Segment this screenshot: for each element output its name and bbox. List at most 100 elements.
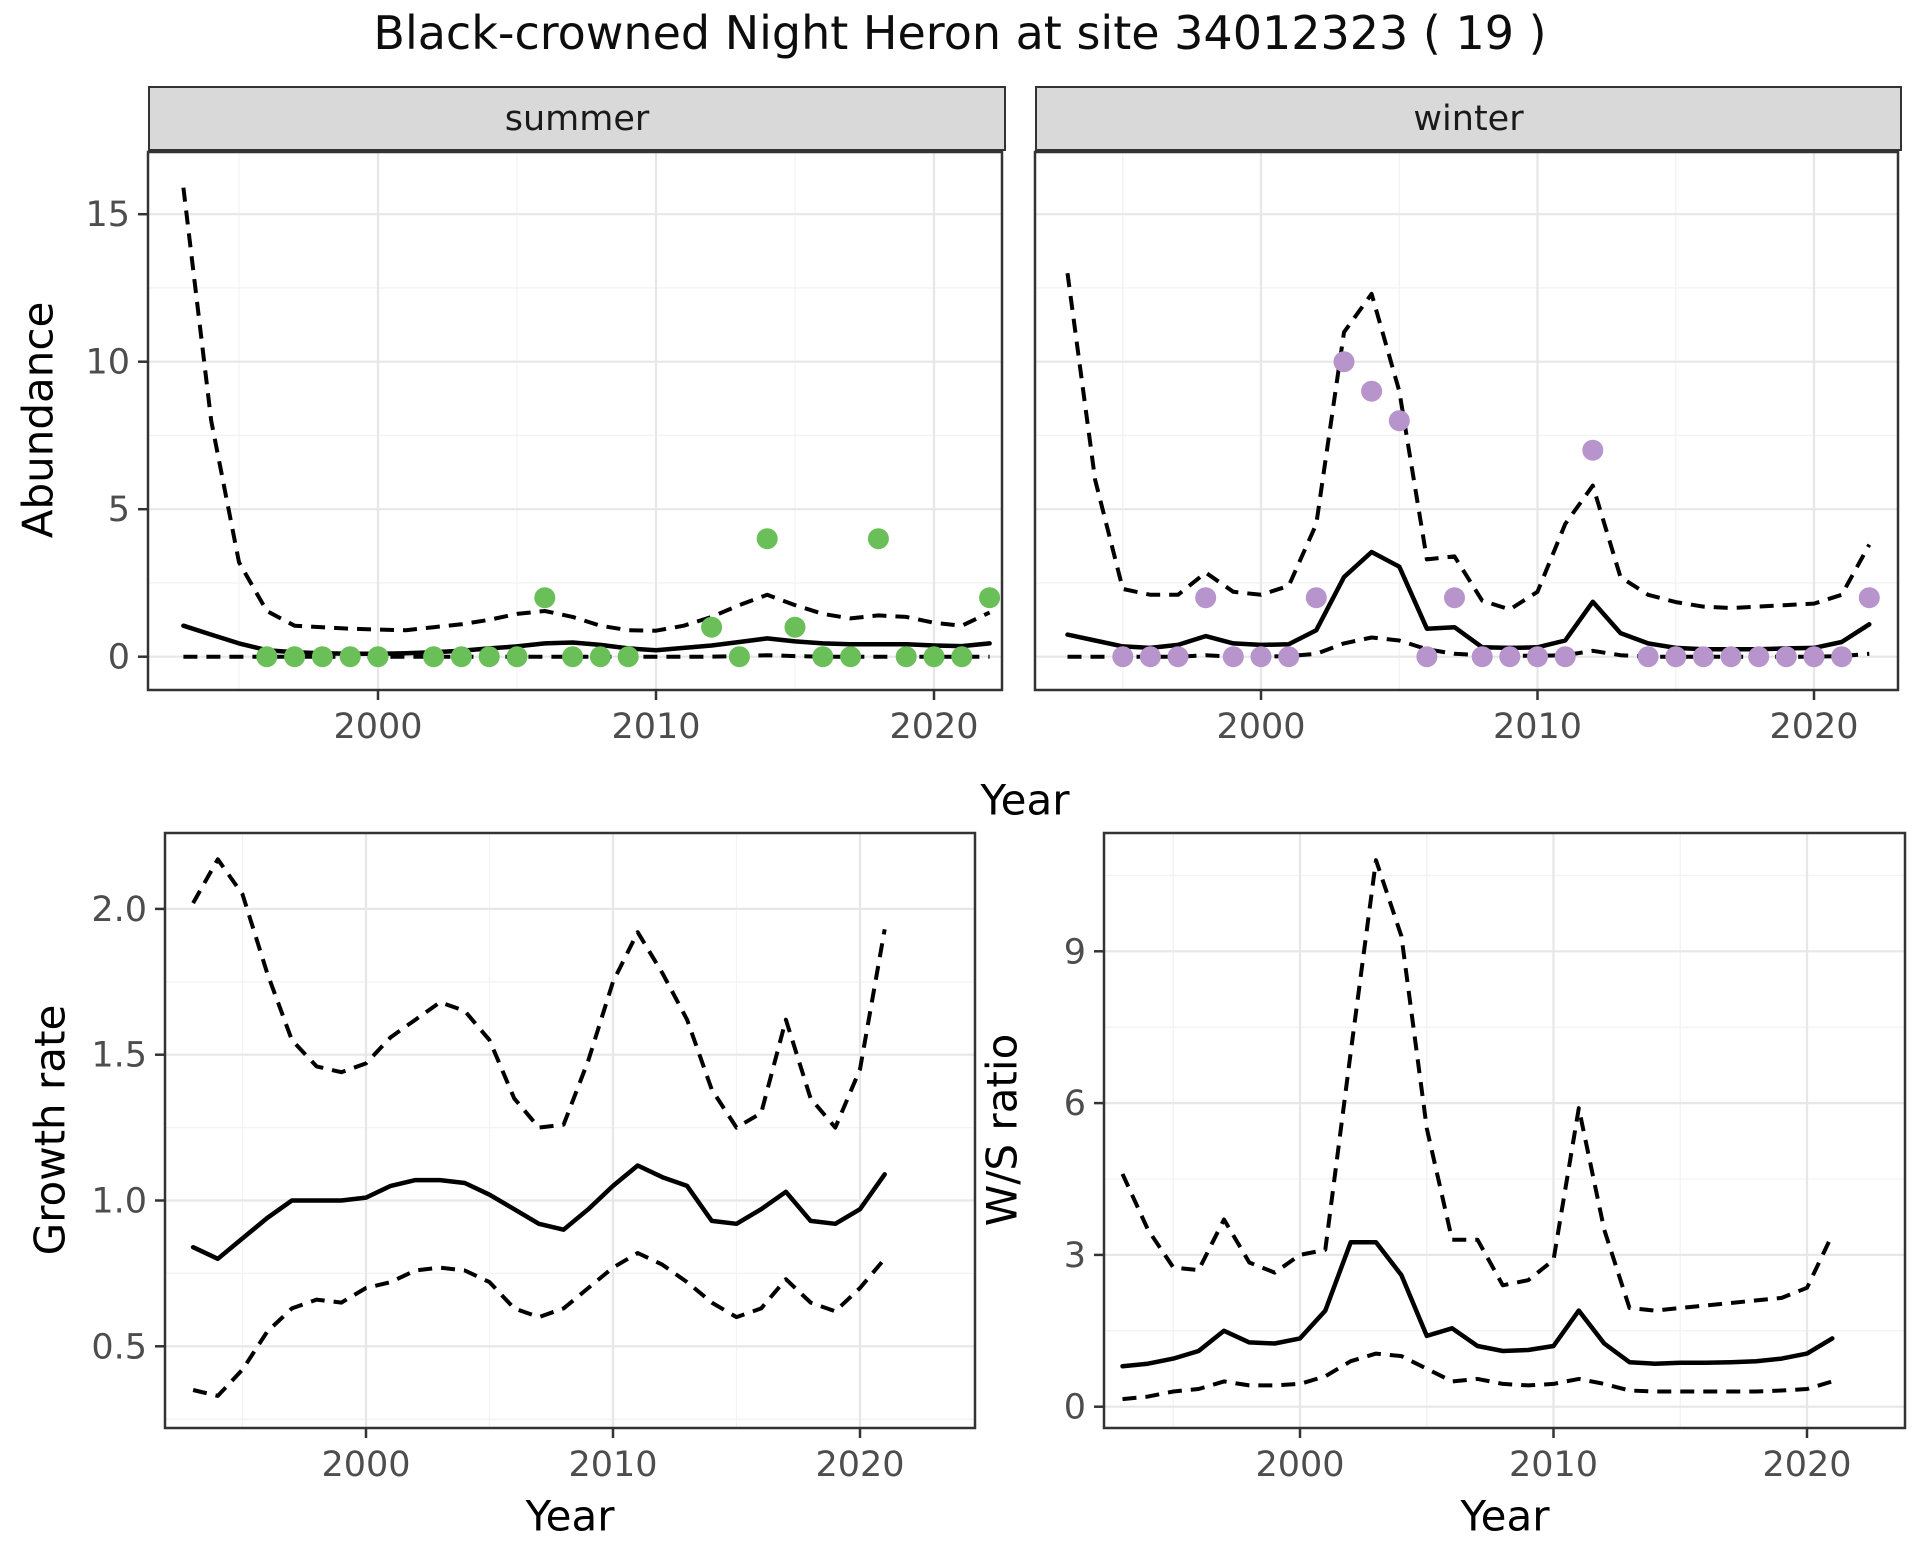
facet-strip-winter-label: winter (1413, 98, 1524, 139)
x-tick-label: 2020 (889, 707, 978, 747)
observation-point (1637, 646, 1659, 668)
observation-point (1831, 646, 1853, 668)
observation-point (867, 528, 889, 550)
observation-point (311, 646, 333, 668)
observation-point (951, 646, 973, 668)
observation-point (1554, 646, 1576, 668)
panel-border (146, 150, 1004, 692)
median-line (1120, 1240, 1835, 1369)
observation-point (367, 646, 389, 668)
panel-growth-rate: 2000 2010 2020 0.5 1.0 1.5 2.0 (91, 831, 977, 1485)
x-tick-label: 2000 (1255, 1445, 1344, 1485)
panel-ws-ratio: 2000 2010 2020 0 3 6 9 (1064, 831, 1907, 1485)
facet-strip-summer-label: summer (504, 98, 650, 139)
upper-95ci-line (1120, 858, 1835, 1313)
observation-point (1112, 646, 1134, 668)
observation-point (812, 646, 834, 668)
observation-point (701, 616, 723, 638)
observation-point (1665, 646, 1687, 668)
y-tick-label: 9 (1064, 932, 1086, 972)
observation-point (728, 646, 750, 668)
x-tick-label: 2010 (568, 1445, 657, 1485)
median-line (1065, 549, 1872, 652)
y-tick-label: 3 (1064, 1236, 1086, 1276)
panel-border (1033, 150, 1900, 692)
y-tick-label: 15 (85, 195, 130, 235)
upper-95ci-line (181, 187, 991, 633)
x-tick-label: 2000 (321, 1445, 410, 1485)
observation-point (1305, 587, 1327, 609)
y-tick-label: 1.0 (91, 1182, 147, 1222)
observation-point (589, 646, 611, 668)
observation-point (1250, 646, 1272, 668)
observation-point (1167, 646, 1189, 668)
panel-border (1102, 831, 1907, 1430)
observation-point (895, 646, 917, 668)
observation-point (1471, 646, 1493, 668)
panel-abundance-summer: 2000 2010 2020 0 5 10 15 (85, 150, 1004, 747)
y-tick-label: 0 (108, 638, 130, 678)
panel-border (163, 831, 977, 1430)
observation-point (1499, 646, 1521, 668)
facet-strip-summer: summer (148, 86, 1006, 151)
observation-point (1139, 646, 1161, 668)
y-tick-label: 0 (1064, 1388, 1086, 1428)
median-line (181, 623, 992, 657)
x-tick-label: 2010 (1509, 1445, 1598, 1485)
panel-abundance-winter: 2000 2010 2020 (1033, 150, 1900, 747)
observation-point (1527, 646, 1548, 668)
x-tick-label: 2020 (1762, 1445, 1851, 1485)
x-axis-label-year-top: Year (980, 775, 1070, 825)
observation-point (1416, 646, 1438, 668)
observation-point (1222, 646, 1244, 668)
facet-strip-winter: winter (1035, 86, 1902, 151)
y-tick-label: 5 (108, 490, 130, 530)
y-tick-label: 6 (1064, 1084, 1086, 1124)
upper-95ci-line (191, 857, 887, 1130)
observation-point (1803, 646, 1825, 668)
y-tick-label: 0.5 (91, 1327, 147, 1367)
x-tick-label: 2020 (1769, 707, 1858, 747)
chart-title: Black-crowned Night Heron at site 340123… (373, 6, 1547, 60)
x-axis-label-year-ws: Year (1460, 1491, 1550, 1541)
observation-point (506, 646, 528, 668)
observation-point (840, 646, 862, 668)
y-tick-label: 10 (85, 343, 130, 383)
lower-95ci-line (1122, 1351, 1833, 1402)
observation-point (1278, 646, 1300, 668)
observation-point (1775, 646, 1797, 668)
x-tick-label: 2010 (611, 707, 700, 747)
median-line (190, 1163, 887, 1262)
observation-point (1388, 410, 1410, 432)
observation-point (339, 646, 361, 668)
observation-point (979, 587, 1001, 609)
observation-point (450, 646, 472, 668)
y-tick-label: 1.5 (91, 1036, 147, 1076)
observation-point (617, 646, 639, 668)
observation-point (1333, 351, 1355, 373)
observation-point (923, 646, 945, 668)
observation-point (284, 646, 306, 668)
x-axis-label-year-growth: Year (525, 1491, 615, 1541)
observation-point (1361, 380, 1383, 402)
x-tick-label: 2010 (1493, 707, 1582, 747)
observation-point (756, 528, 778, 550)
observation-point (478, 646, 500, 668)
observation-point (256, 646, 278, 668)
observation-point (1692, 646, 1714, 668)
lower-95ci-line (192, 1251, 887, 1398)
observation-point (1582, 439, 1604, 461)
observation-point (1858, 587, 1880, 609)
observation-point (1444, 587, 1465, 609)
upper-95ci-line (1065, 272, 1872, 612)
observation-point (1720, 646, 1742, 668)
x-tick-label: 2000 (1216, 707, 1305, 747)
y-tick-label: 2.0 (91, 890, 147, 930)
observation-point (1748, 646, 1770, 668)
observation-point (784, 616, 806, 638)
observation-point (534, 587, 556, 609)
x-tick-label: 2000 (333, 707, 422, 747)
observation-point (1195, 587, 1217, 609)
